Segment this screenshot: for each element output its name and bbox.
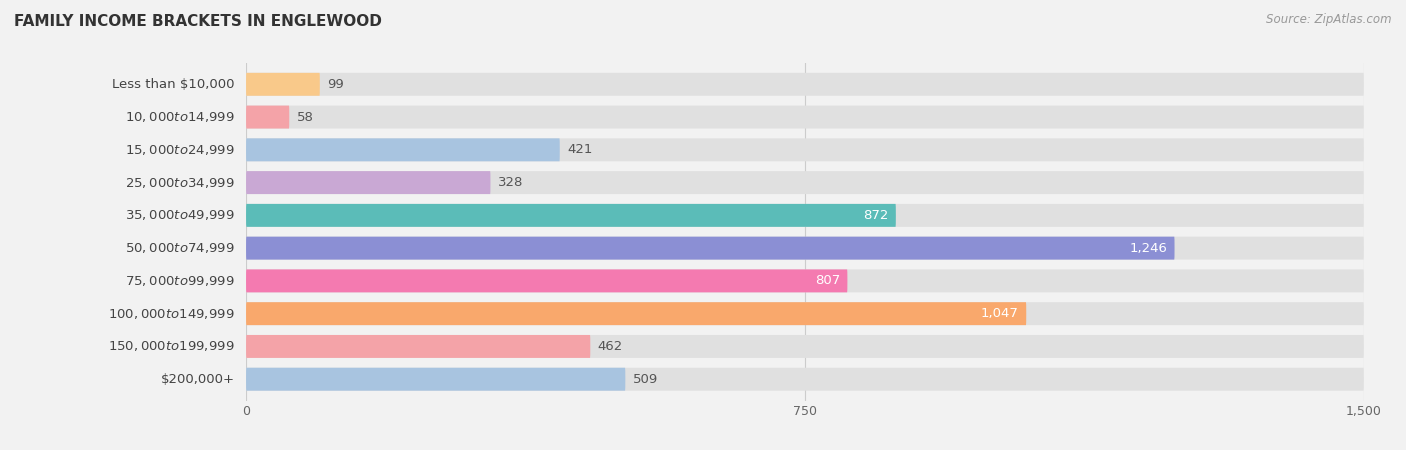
Text: 807: 807 [814,274,839,288]
FancyBboxPatch shape [246,335,591,358]
Text: $25,000 to $34,999: $25,000 to $34,999 [125,176,235,189]
FancyBboxPatch shape [246,73,1364,96]
Text: $35,000 to $49,999: $35,000 to $49,999 [125,208,235,222]
FancyBboxPatch shape [246,106,1364,129]
Text: 58: 58 [297,111,314,124]
FancyBboxPatch shape [246,302,1364,325]
Text: 421: 421 [567,144,592,156]
FancyBboxPatch shape [246,73,319,96]
FancyBboxPatch shape [246,138,560,161]
Text: 872: 872 [863,209,889,222]
Text: Source: ZipAtlas.com: Source: ZipAtlas.com [1267,14,1392,27]
Text: $200,000+: $200,000+ [160,373,235,386]
FancyBboxPatch shape [246,171,491,194]
Text: 462: 462 [598,340,623,353]
FancyBboxPatch shape [246,138,1364,161]
FancyBboxPatch shape [246,237,1364,260]
Text: $100,000 to $149,999: $100,000 to $149,999 [108,306,235,321]
FancyBboxPatch shape [246,270,1364,293]
Text: $15,000 to $24,999: $15,000 to $24,999 [125,143,235,157]
FancyBboxPatch shape [246,368,626,391]
Text: $75,000 to $99,999: $75,000 to $99,999 [125,274,235,288]
Text: 99: 99 [328,78,344,91]
Text: 1,047: 1,047 [981,307,1019,320]
Text: $50,000 to $74,999: $50,000 to $74,999 [125,241,235,255]
FancyBboxPatch shape [246,106,290,129]
FancyBboxPatch shape [246,171,1364,194]
Text: $150,000 to $199,999: $150,000 to $199,999 [108,339,235,353]
Text: $10,000 to $14,999: $10,000 to $14,999 [125,110,235,124]
FancyBboxPatch shape [246,237,1174,260]
FancyBboxPatch shape [246,204,896,227]
Text: Less than $10,000: Less than $10,000 [112,78,235,91]
FancyBboxPatch shape [246,302,1026,325]
FancyBboxPatch shape [246,204,1364,227]
FancyBboxPatch shape [246,270,848,293]
Text: 1,246: 1,246 [1129,242,1167,255]
Text: 328: 328 [498,176,523,189]
Text: 509: 509 [633,373,658,386]
Text: FAMILY INCOME BRACKETS IN ENGLEWOOD: FAMILY INCOME BRACKETS IN ENGLEWOOD [14,14,382,28]
FancyBboxPatch shape [246,368,1364,391]
FancyBboxPatch shape [246,335,1364,358]
